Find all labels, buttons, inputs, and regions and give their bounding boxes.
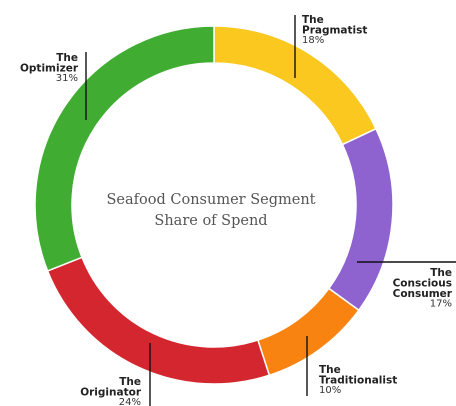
value-the-pragmatist: 18%: [302, 35, 324, 46]
chart-title-line-1: Share of Spend: [154, 213, 267, 229]
label-the-optimizer-line-0: The: [56, 52, 78, 64]
slice-the-originator: [46, 256, 271, 385]
label-the-traditionalist-line-1: Traditionalist: [319, 375, 397, 387]
value-the-optimizer: 31%: [56, 73, 78, 84]
chart-title-line-0: Seafood Consumer Segment: [107, 192, 316, 208]
slice-the-traditionalist: [256, 287, 360, 377]
value-the-conscious-consumer: 17%: [430, 299, 452, 310]
slice-the-conscious-consumer: [327, 127, 394, 312]
label-the-conscious-consumer-line-2: Consumer: [393, 288, 453, 300]
slice-the-optimizer: [34, 25, 215, 272]
label-the-conscious-consumer-line-0: The: [430, 267, 452, 279]
value-the-originator: 24%: [119, 397, 141, 406]
value-the-traditionalist: 10%: [319, 385, 341, 396]
label-the-originator-line-0: The: [119, 376, 141, 388]
label-the-optimizer-line-1: Optimizer: [20, 63, 79, 75]
label-the-originator-line-1: Originator: [80, 387, 142, 399]
label-the-traditionalist-line-0: The: [319, 364, 341, 376]
label-the-pragmatist-line-1: Pragmatist: [302, 25, 367, 37]
label-the-pragmatist-line-0: The: [302, 14, 324, 26]
label-the-conscious-consumer-line-1: Conscious: [393, 278, 452, 290]
